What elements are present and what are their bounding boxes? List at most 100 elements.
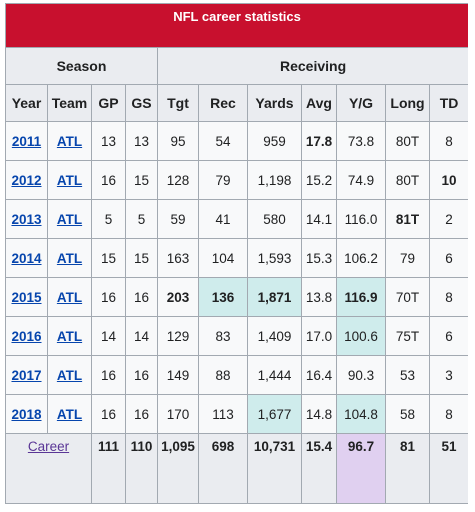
cell-tgt: 128 xyxy=(158,161,199,200)
team-link-atl[interactable]: ATL xyxy=(57,329,82,344)
cell-avg: 17.0 xyxy=(302,317,337,356)
cell-tgt: 170 xyxy=(158,395,199,434)
col-header-rec: Rec xyxy=(199,85,248,122)
team-link-atl[interactable]: ATL xyxy=(57,251,82,266)
cell-yg: 74.9 xyxy=(337,161,386,200)
stats-table-container: NFL career statistics Season Receiving Y… xyxy=(5,3,468,506)
cell-long: 58 xyxy=(386,395,430,434)
cell-tgt: 129 xyxy=(158,317,199,356)
cell-yards: 1,198 xyxy=(248,161,302,200)
cell-td: 8 xyxy=(430,278,469,317)
cell-yards: 1,871 xyxy=(248,278,302,317)
cell-gs: 5 xyxy=(126,200,158,239)
cell-rec: 54 xyxy=(199,122,248,161)
cell-gp: 16 xyxy=(92,278,126,317)
career-totals-row: Career 111 110 1,095 698 10,731 15.4 96.… xyxy=(6,434,469,504)
col-header-team: Team xyxy=(48,85,92,122)
cell-rec: 136 xyxy=(199,278,248,317)
cell-yards: 959 xyxy=(248,122,302,161)
cell-avg: 16.4 xyxy=(302,356,337,395)
cell-tgt: 163 xyxy=(158,239,199,278)
cell-yg: 73.8 xyxy=(337,122,386,161)
cell-avg: 17.8 xyxy=(302,122,337,161)
team-link-atl[interactable]: ATL xyxy=(57,173,82,188)
cell-gs: 15 xyxy=(126,161,158,200)
team-link-atl[interactable]: ATL xyxy=(57,134,82,149)
career-link[interactable]: Career xyxy=(28,439,69,454)
cell-rec: 83 xyxy=(199,317,248,356)
career-gp: 111 xyxy=(92,434,126,504)
year-link-2015[interactable]: 2015 xyxy=(11,290,41,305)
cell-gp: 5 xyxy=(92,200,126,239)
cell-yg: 116.9 xyxy=(337,278,386,317)
cell-long: 79 xyxy=(386,239,430,278)
year-link-2013[interactable]: 2013 xyxy=(11,212,41,227)
col-header-td: TD xyxy=(430,85,469,122)
career-td: 51 xyxy=(430,434,469,504)
cell-long: 70T xyxy=(386,278,430,317)
team-link-atl[interactable]: ATL xyxy=(57,368,82,383)
career-gs: 110 xyxy=(126,434,158,504)
table-row: 2011 ATL 13 13 95 54 959 17.8 73.8 80T 8 xyxy=(6,122,469,161)
cell-rec: 113 xyxy=(199,395,248,434)
nfl-career-statistics-table: NFL career statistics Season Receiving Y… xyxy=(5,3,468,504)
career-rec: 698 xyxy=(199,434,248,504)
cell-avg: 14.8 xyxy=(302,395,337,434)
cell-td: 6 xyxy=(430,317,469,356)
team-link-atl[interactable]: ATL xyxy=(57,407,82,422)
table-row: 2017 ATL 16 16 149 88 1,444 16.4 90.3 53… xyxy=(6,356,469,395)
career-yards: 10,731 xyxy=(248,434,302,504)
cell-rec: 88 xyxy=(199,356,248,395)
table-row: 2018 ATL 16 16 170 113 1,677 14.8 104.8 … xyxy=(6,395,469,434)
cell-avg: 14.1 xyxy=(302,200,337,239)
cell-td: 8 xyxy=(430,122,469,161)
cell-yg: 100.6 xyxy=(337,317,386,356)
career-long: 81 xyxy=(386,434,430,504)
cell-td: 3 xyxy=(430,356,469,395)
cell-rec: 41 xyxy=(199,200,248,239)
cell-tgt: 149 xyxy=(158,356,199,395)
cell-gs: 16 xyxy=(126,278,158,317)
cell-tgt: 59 xyxy=(158,200,199,239)
team-link-atl[interactable]: ATL xyxy=(57,290,82,305)
col-header-long: Long xyxy=(386,85,430,122)
cell-yards: 1,593 xyxy=(248,239,302,278)
career-avg: 15.4 xyxy=(302,434,337,504)
cell-yg: 106.2 xyxy=(337,239,386,278)
table-row: 2013 ATL 5 5 59 41 580 14.1 116.0 81T 2 xyxy=(6,200,469,239)
year-link-2012[interactable]: 2012 xyxy=(11,173,41,188)
cell-rec: 79 xyxy=(199,161,248,200)
cell-gs: 15 xyxy=(126,239,158,278)
cell-yg: 116.0 xyxy=(337,200,386,239)
cell-avg: 15.3 xyxy=(302,239,337,278)
cell-long: 80T xyxy=(386,161,430,200)
cell-gp: 13 xyxy=(92,122,126,161)
cell-rec: 104 xyxy=(199,239,248,278)
year-link-2018[interactable]: 2018 xyxy=(11,407,41,422)
cell-td: 8 xyxy=(430,395,469,434)
group-header-receiving: Receiving xyxy=(158,48,469,85)
cell-td: 2 xyxy=(430,200,469,239)
year-link-2011[interactable]: 2011 xyxy=(12,134,41,149)
career-yg: 96.7 xyxy=(337,434,386,504)
cell-yards: 1,677 xyxy=(248,395,302,434)
cell-gs: 14 xyxy=(126,317,158,356)
col-header-year: Year xyxy=(6,85,48,122)
team-link-atl[interactable]: ATL xyxy=(57,212,82,227)
career-tgt: 1,095 xyxy=(158,434,199,504)
cell-yards: 1,444 xyxy=(248,356,302,395)
col-header-gp: GP xyxy=(92,85,126,122)
group-header-season: Season xyxy=(6,48,158,85)
cell-long: 80T xyxy=(386,122,430,161)
year-link-2014[interactable]: 2014 xyxy=(11,251,41,266)
cell-avg: 13.8 xyxy=(302,278,337,317)
col-header-yg: Y/G xyxy=(337,85,386,122)
table-row: 2014 ATL 15 15 163 104 1,593 15.3 106.2 … xyxy=(6,239,469,278)
col-header-gs: GS xyxy=(126,85,158,122)
year-link-2017[interactable]: 2017 xyxy=(11,368,41,383)
cell-gs: 16 xyxy=(126,356,158,395)
year-link-2016[interactable]: 2016 xyxy=(11,329,41,344)
cell-yg: 104.8 xyxy=(337,395,386,434)
cell-gp: 16 xyxy=(92,395,126,434)
cell-long: 53 xyxy=(386,356,430,395)
